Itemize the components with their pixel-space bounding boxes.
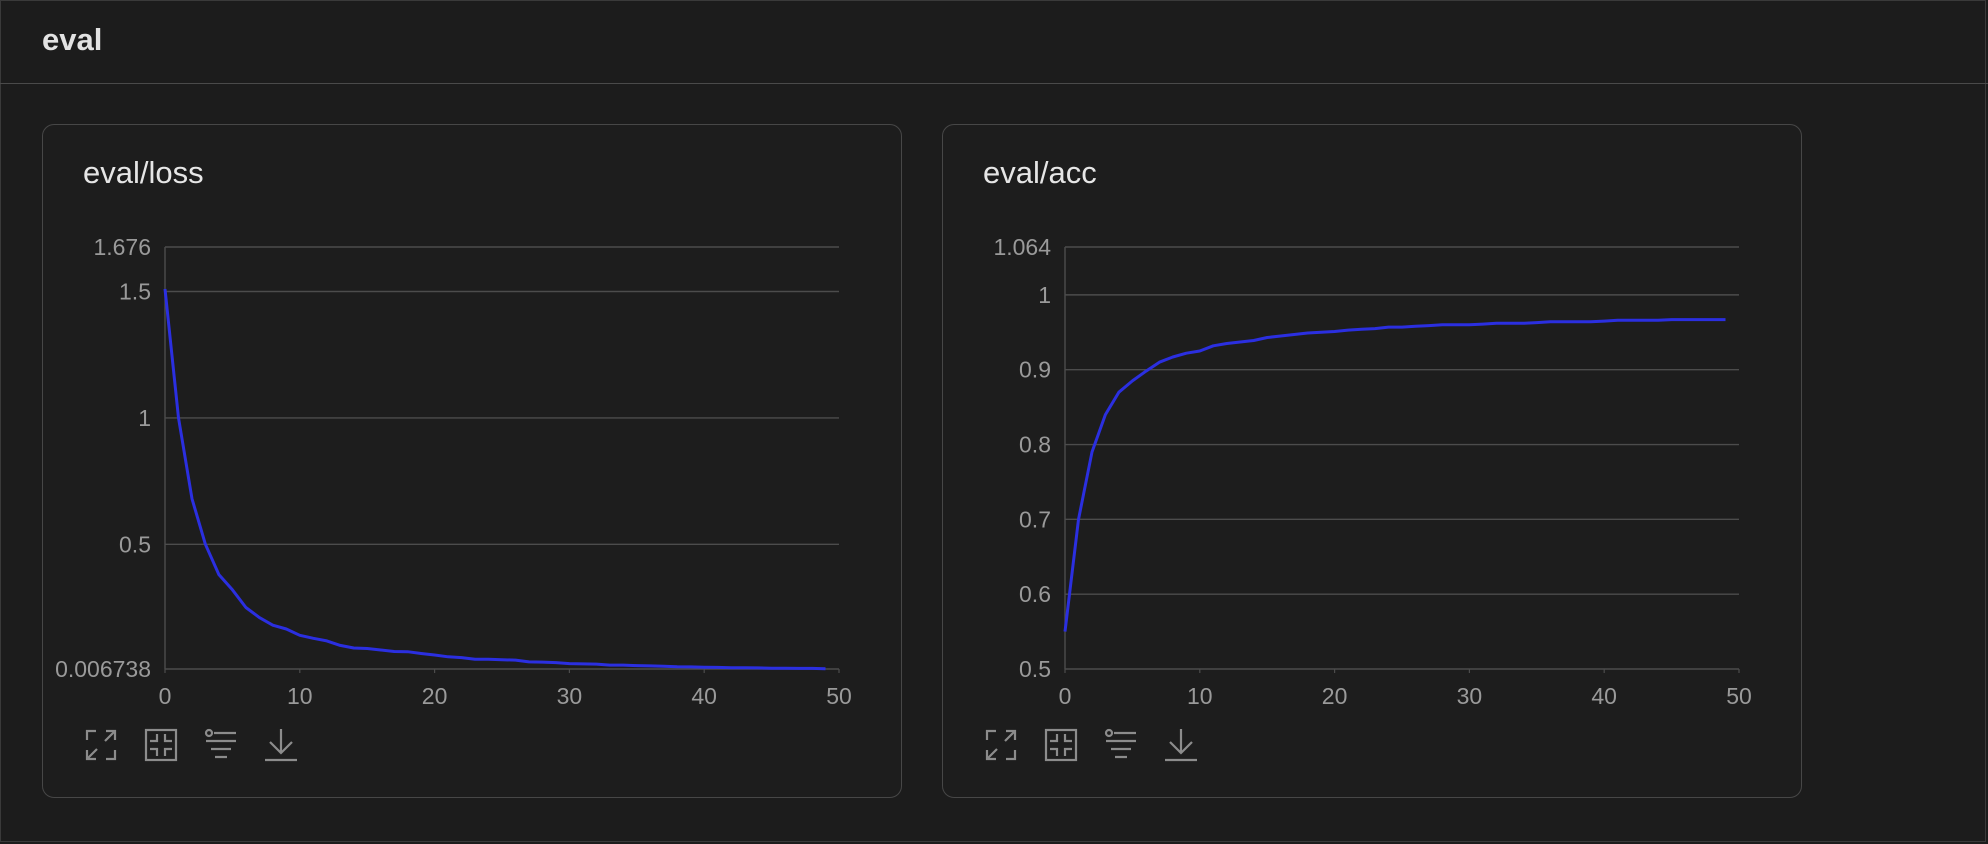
expand-icon	[985, 729, 1017, 761]
y-tick-label: 0.9	[1019, 357, 1051, 383]
x-tick-label: 40	[691, 683, 717, 709]
chart-svg[interactable]: 1.064 1 0.9 0.8 0.7 0.6 0.5 0 10 20 30 40 50	[943, 125, 1801, 725]
filter-button[interactable]	[201, 725, 241, 765]
fit-icon	[1044, 728, 1078, 762]
download-button[interactable]	[261, 725, 301, 765]
chart-card-loss: eval/loss 1.676 1.5 1 0.5 0.006738 0 10 20 30 40 5…	[42, 124, 902, 798]
x-tick-label: 50	[1726, 683, 1752, 709]
expand-icon	[85, 729, 117, 761]
fit-icon	[144, 728, 178, 762]
series-line	[1063, 318, 1726, 632]
download-icon	[265, 729, 297, 762]
y-tick-label: 1.676	[93, 234, 151, 260]
y-tick-label: 0.5	[119, 531, 151, 557]
y-tick-label: 1	[138, 405, 151, 431]
y-tick-label: 1.064	[993, 234, 1051, 260]
x-tick-label: 10	[1187, 683, 1213, 709]
fit-button[interactable]	[141, 725, 181, 765]
x-tick-label: 0	[1059, 683, 1072, 709]
chart-svg[interactable]: 1.676 1.5 1 0.5 0.006738 0 10 20 30 40 50	[43, 125, 901, 725]
x-tick-label: 20	[422, 683, 448, 709]
y-tick-label: 0.7	[1019, 506, 1051, 532]
y-tick-label: 0.6	[1019, 581, 1051, 607]
x-tick-label: 30	[1457, 683, 1483, 709]
expand-button[interactable]	[81, 725, 121, 765]
x-tick-label: 30	[557, 683, 583, 709]
chart-card-acc: eval/acc 1.064 1 0.9 0.8 0.7 0.6 0.5 0 10 20 30 40 5…	[942, 124, 1802, 798]
filter-icon	[1104, 728, 1136, 759]
x-tick-label: 50	[826, 683, 852, 709]
x-tick-label: 0	[159, 683, 172, 709]
series-line	[163, 288, 826, 671]
fit-button[interactable]	[1041, 725, 1081, 765]
expand-button[interactable]	[981, 725, 1021, 765]
section-title: eval	[42, 22, 103, 57]
y-tick-label: 0.8	[1019, 432, 1051, 458]
x-tick-label: 40	[1591, 683, 1617, 709]
section-header: eval	[0, 0, 1988, 84]
y-tick-label: 1	[1038, 282, 1051, 308]
chart-title: eval/acc	[983, 155, 1097, 190]
y-tick-label: 1.5	[119, 278, 151, 304]
y-tick-label: 0.006738	[55, 656, 151, 682]
x-tick-label: 20	[1322, 683, 1348, 709]
x-tick-label: 10	[287, 683, 313, 709]
y-tick-label: 0.5	[1019, 656, 1051, 682]
chart-title: eval/loss	[83, 155, 204, 190]
filter-icon	[204, 728, 236, 759]
filter-button[interactable]	[1101, 725, 1141, 765]
download-button[interactable]	[1161, 725, 1201, 765]
download-icon	[1165, 729, 1197, 762]
